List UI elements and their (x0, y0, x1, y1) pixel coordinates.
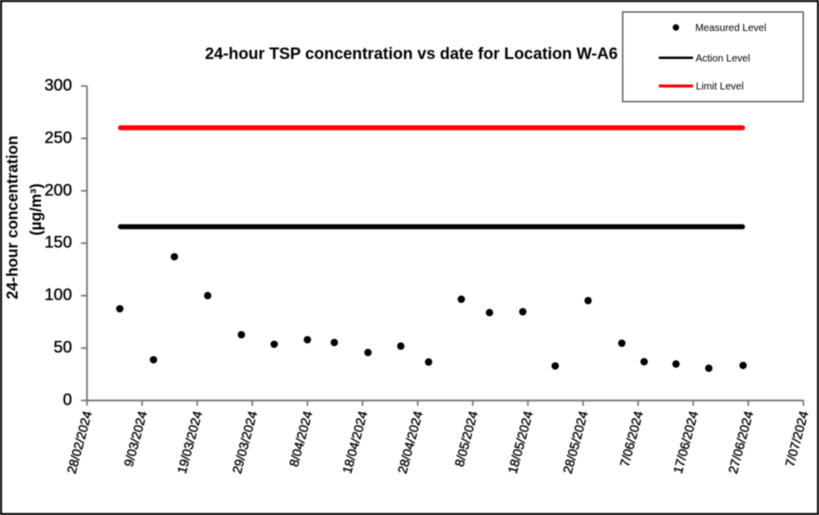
svg-text:(µg/m³): (µg/m³) (28, 184, 45, 236)
svg-text:250: 250 (44, 129, 72, 147)
svg-text:24-hour TSP concentration vs d: 24-hour TSP concentration vs date for Lo… (205, 45, 618, 63)
svg-text:200: 200 (44, 181, 72, 199)
svg-text:300: 300 (44, 77, 72, 95)
svg-text:50: 50 (54, 339, 72, 357)
svg-text:Limit Level: Limit Level (696, 82, 744, 93)
svg-text:Measured Level: Measured Level (695, 23, 766, 34)
svg-text:150: 150 (44, 234, 72, 252)
svg-text:24-hour concentration: 24-hour concentration (5, 136, 22, 300)
svg-text:0: 0 (63, 391, 72, 409)
svg-text:Action Level: Action Level (696, 53, 750, 64)
svg-text:100: 100 (44, 286, 72, 304)
